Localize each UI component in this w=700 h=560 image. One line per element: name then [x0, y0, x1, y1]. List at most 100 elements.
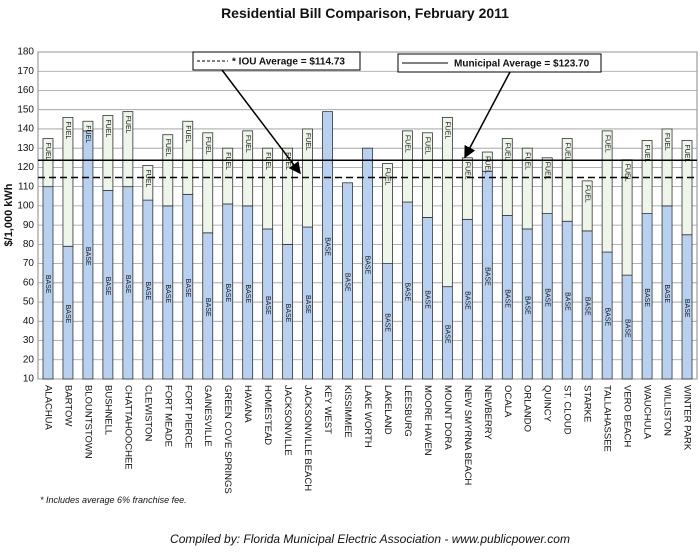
segment-label: BASE	[404, 283, 411, 302]
segment-label: BASE	[623, 319, 630, 338]
x-tick-label: HAVANA	[242, 385, 253, 423]
segment-label: BASE	[144, 282, 151, 301]
segment-label: BASE	[304, 295, 311, 314]
segment-label: FUEL	[284, 152, 291, 170]
segment-label: BASE	[164, 284, 171, 303]
bar-segment	[42, 138, 54, 188]
bar-segment	[342, 182, 353, 380]
segment-label: BASE	[184, 279, 191, 298]
bar-segment	[322, 111, 333, 380]
segment-label: FUEL	[304, 133, 311, 151]
municipal-legend-box	[397, 53, 602, 73]
bar-segment	[242, 130, 254, 207]
bar-segment	[262, 147, 274, 230]
bar-segment	[142, 165, 154, 201]
segment-label: FUEL	[164, 139, 171, 157]
y-tick-label: 70	[23, 258, 35, 269]
bar-segment	[441, 117, 453, 288]
segment-label: FUEL	[503, 143, 510, 161]
chart-title: Residential Bill Comparison, February 20…	[221, 5, 509, 21]
x-tick-label: QUINCY	[542, 385, 553, 423]
x-tick-label: NEWBERRY	[482, 385, 493, 440]
segment-label: FUEL	[683, 144, 690, 162]
x-tick-label: GAINESVILLE	[202, 385, 213, 447]
segment-label: FUEL	[104, 119, 111, 137]
x-tick-label: ALACHUA	[42, 385, 53, 431]
bar-segment	[481, 151, 493, 172]
segment-label: BASE	[364, 256, 371, 275]
segment-label: FUEL	[124, 116, 131, 134]
bar-segment	[581, 180, 593, 232]
x-tick-label: LEESBURG	[402, 385, 413, 437]
segment-label: FUEL	[204, 137, 211, 155]
bar-segment	[182, 120, 194, 195]
y-axis-label: $/1,000 kWh	[3, 183, 15, 246]
segment-label: FUEL	[44, 143, 51, 161]
segment-label: BASE	[563, 292, 570, 311]
segment-label: FUEL	[64, 121, 71, 139]
y-tick-label: 60	[23, 277, 35, 288]
segment-label: FUEL	[84, 125, 91, 143]
y-tick-label: 160	[17, 85, 34, 96]
x-tick-label: FORT PIERCE	[182, 385, 193, 449]
segment-label: BASE	[643, 288, 650, 307]
segment-label: BASE	[264, 296, 271, 315]
segment-label: BASE	[324, 237, 331, 256]
segment-label: FUEL	[643, 144, 650, 162]
x-tick-label: LAKE WORTH	[362, 385, 373, 448]
y-tick-label: 150	[17, 104, 34, 115]
segment-label: BASE	[444, 325, 451, 344]
segment-label: BASE	[543, 288, 550, 307]
municipal-arrow	[464, 71, 511, 159]
segment-label: BASE	[124, 275, 131, 294]
x-tick-label: BUSHNELL	[102, 385, 113, 435]
segment-label: BASE	[483, 267, 490, 286]
municipal-legend-text: Municipal Average = $123.70	[454, 59, 590, 70]
x-tick-label: MOUNT DORA	[442, 385, 453, 450]
segment-label: FUEL	[663, 133, 670, 151]
bar-segment	[162, 134, 174, 207]
bar-segment	[202, 132, 214, 234]
x-tick-label: STARKE	[582, 385, 593, 422]
bar-segment	[521, 147, 533, 230]
bar-segment	[102, 115, 114, 191]
segment-label: BASE	[503, 289, 510, 308]
segment-label: BASE	[663, 284, 670, 303]
segment-label: BASE	[104, 277, 111, 296]
bar-segment	[62, 117, 74, 247]
bar-segment	[661, 128, 673, 207]
bar-segment	[541, 157, 553, 214]
y-tick-label: 130	[17, 143, 34, 154]
segment-label: FUEL	[583, 185, 590, 203]
segment-label: FUEL	[483, 156, 490, 174]
x-tick-label: GREEN COVE SPRINGS	[222, 385, 233, 494]
segment-label: FUEL	[464, 162, 471, 180]
x-tick-label: TALLAHASSEE	[602, 385, 613, 452]
segment-label: FUEL	[623, 164, 630, 182]
x-tick-label: WILLISTON	[662, 385, 673, 436]
segment-label: BASE	[344, 273, 351, 292]
bar-segment	[402, 130, 413, 203]
y-tick-label: 110	[18, 181, 34, 192]
x-tick-label: JACKSONVILLE BEACH	[302, 385, 313, 491]
bar-segment	[282, 147, 294, 245]
y-tick-label: 80	[23, 239, 35, 250]
bar-segment	[601, 130, 613, 253]
x-tick-label: JACKSONVILLE	[282, 385, 293, 456]
segment-label: BASE	[683, 299, 690, 318]
y-tick-label: 20	[23, 354, 35, 365]
segment-label: FUEL	[444, 121, 451, 139]
y-tick-label: 40	[23, 316, 35, 327]
bar-segment	[82, 120, 94, 132]
x-tick-label: WAUCHULA	[642, 385, 653, 440]
y-tick-label: 120	[17, 162, 34, 173]
segment-label: BASE	[523, 296, 530, 315]
x-tick-label: CLEWISTON	[142, 385, 153, 441]
x-tick-label: VERO BEACH	[622, 385, 633, 447]
y-tick-label: 90	[23, 220, 35, 231]
segment-label: BASE	[583, 297, 590, 316]
x-tick-label: WINTER PARK	[681, 385, 692, 451]
segment-label: FUEL	[144, 169, 151, 187]
footnote: * Includes average 6% franchise fee.	[40, 495, 187, 505]
